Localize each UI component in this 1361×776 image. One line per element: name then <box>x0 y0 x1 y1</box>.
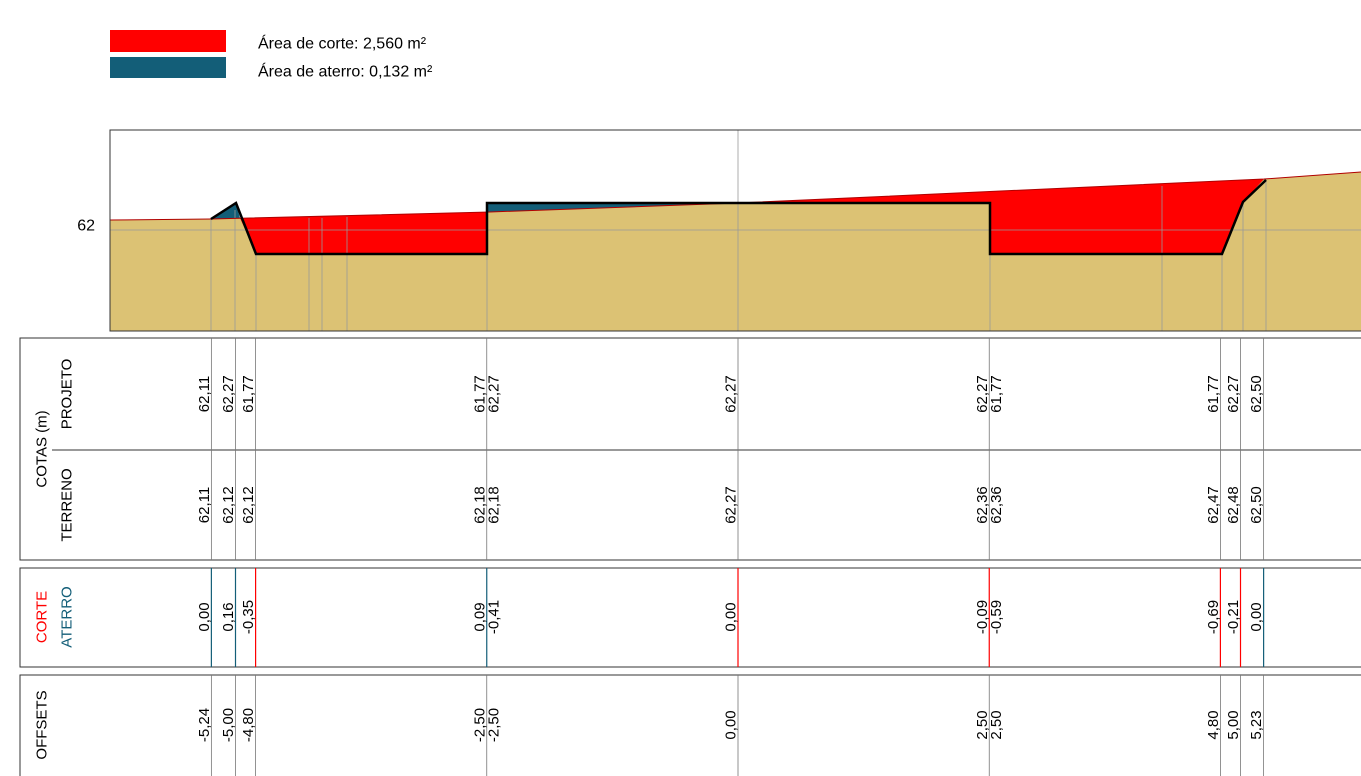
profile-frame <box>109 129 1361 332</box>
legend-swatch-aterro <box>110 57 226 78</box>
station-value: -5,24 <box>196 708 213 742</box>
profile: 62 <box>77 129 1361 332</box>
station-value: 0,00 <box>1248 602 1265 631</box>
station-value: 0,16 <box>220 602 237 631</box>
station-value: 62,27 <box>723 375 740 413</box>
group-label: COTAS (m) <box>34 410 51 487</box>
station-value: -2,50 <box>471 708 488 742</box>
design-line <box>210 179 1267 256</box>
station-value: 0,09 <box>471 602 488 631</box>
station-value: 62,48 <box>1225 486 1242 524</box>
station-value: 61,77 <box>1205 375 1222 413</box>
station-value: -0,41 <box>485 600 502 634</box>
legend-swatch-corte <box>110 30 226 52</box>
station-value: 0,00 <box>723 602 740 631</box>
station-value: -5,00 <box>220 708 237 742</box>
station-value: -0,69 <box>1205 600 1222 634</box>
station-value: 62,50 <box>1248 375 1265 413</box>
station-value: 62,11 <box>196 376 213 412</box>
station-value: 62,18 <box>485 486 502 524</box>
station-value: 62,36 <box>988 486 1005 524</box>
station-value: 62,27 <box>974 375 991 413</box>
terrain-line <box>109 171 1361 221</box>
station-value: 4,80 <box>1205 710 1222 739</box>
row-label: TERRENO <box>59 468 76 541</box>
row-label: ATERRO <box>59 586 76 647</box>
station-value: 5,00 <box>1225 710 1242 739</box>
row-label: PROJETO <box>59 359 76 430</box>
legend-label: Área de aterro: 0,132 m² <box>258 62 433 81</box>
station-value: -2,50 <box>485 708 502 742</box>
station-value: 61,77 <box>988 375 1005 413</box>
legend-label: Área de corte: 2,560 m² <box>258 34 427 53</box>
station-value: 62,50 <box>1248 486 1265 524</box>
station-value: 2,50 <box>988 710 1005 739</box>
table-frame <box>19 337 1361 776</box>
station-value: 2,50 <box>974 710 991 739</box>
station-value: -0,59 <box>988 600 1005 634</box>
station-value: 0,00 <box>723 710 740 739</box>
ground <box>110 172 1361 331</box>
y-label: 62 <box>77 218 95 235</box>
row-label: CORTE <box>34 591 51 643</box>
station-value: 62,12 <box>220 486 237 524</box>
row-label: OFFSETS <box>34 690 51 759</box>
station-value: 62,27 <box>723 486 740 524</box>
station-value: 61,77 <box>471 375 488 413</box>
station-value: 5,23 <box>1248 710 1265 739</box>
station-value: -0,09 <box>974 600 991 634</box>
station-value: 62,27 <box>220 375 237 413</box>
station-value: 62,36 <box>974 486 991 524</box>
station-value: 62,18 <box>471 486 488 524</box>
station-value: 62,27 <box>485 375 502 413</box>
station-value: -0,35 <box>240 600 257 634</box>
station-value: 62,11 <box>196 487 213 523</box>
station-value: 62,47 <box>1205 486 1222 524</box>
station-value: -4,80 <box>240 708 257 742</box>
station-value: 62,12 <box>240 486 257 524</box>
station-value: 61,77 <box>240 375 257 413</box>
station-value: -0,21 <box>1225 600 1242 634</box>
station-value: 62,27 <box>1225 375 1242 413</box>
station-value: 0,00 <box>196 602 213 631</box>
